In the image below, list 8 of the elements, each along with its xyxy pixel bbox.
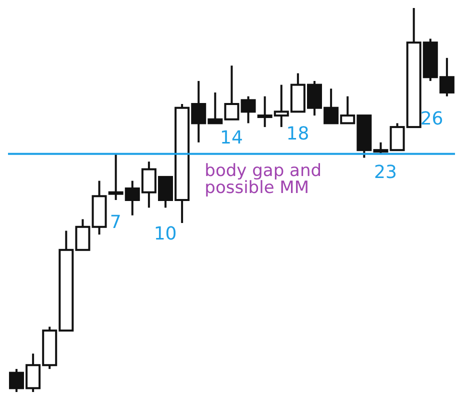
- ref-line-label: body gap and possible MM: [204, 160, 322, 198]
- annotation: 14: [220, 127, 243, 148]
- annotation: 18: [286, 124, 310, 145]
- annotation: 23: [374, 162, 397, 184]
- annotation: 10: [154, 223, 177, 244]
- annotation: 26: [420, 108, 444, 130]
- candlestick: [240, 95, 256, 124]
- annotation: 7: [110, 212, 122, 233]
